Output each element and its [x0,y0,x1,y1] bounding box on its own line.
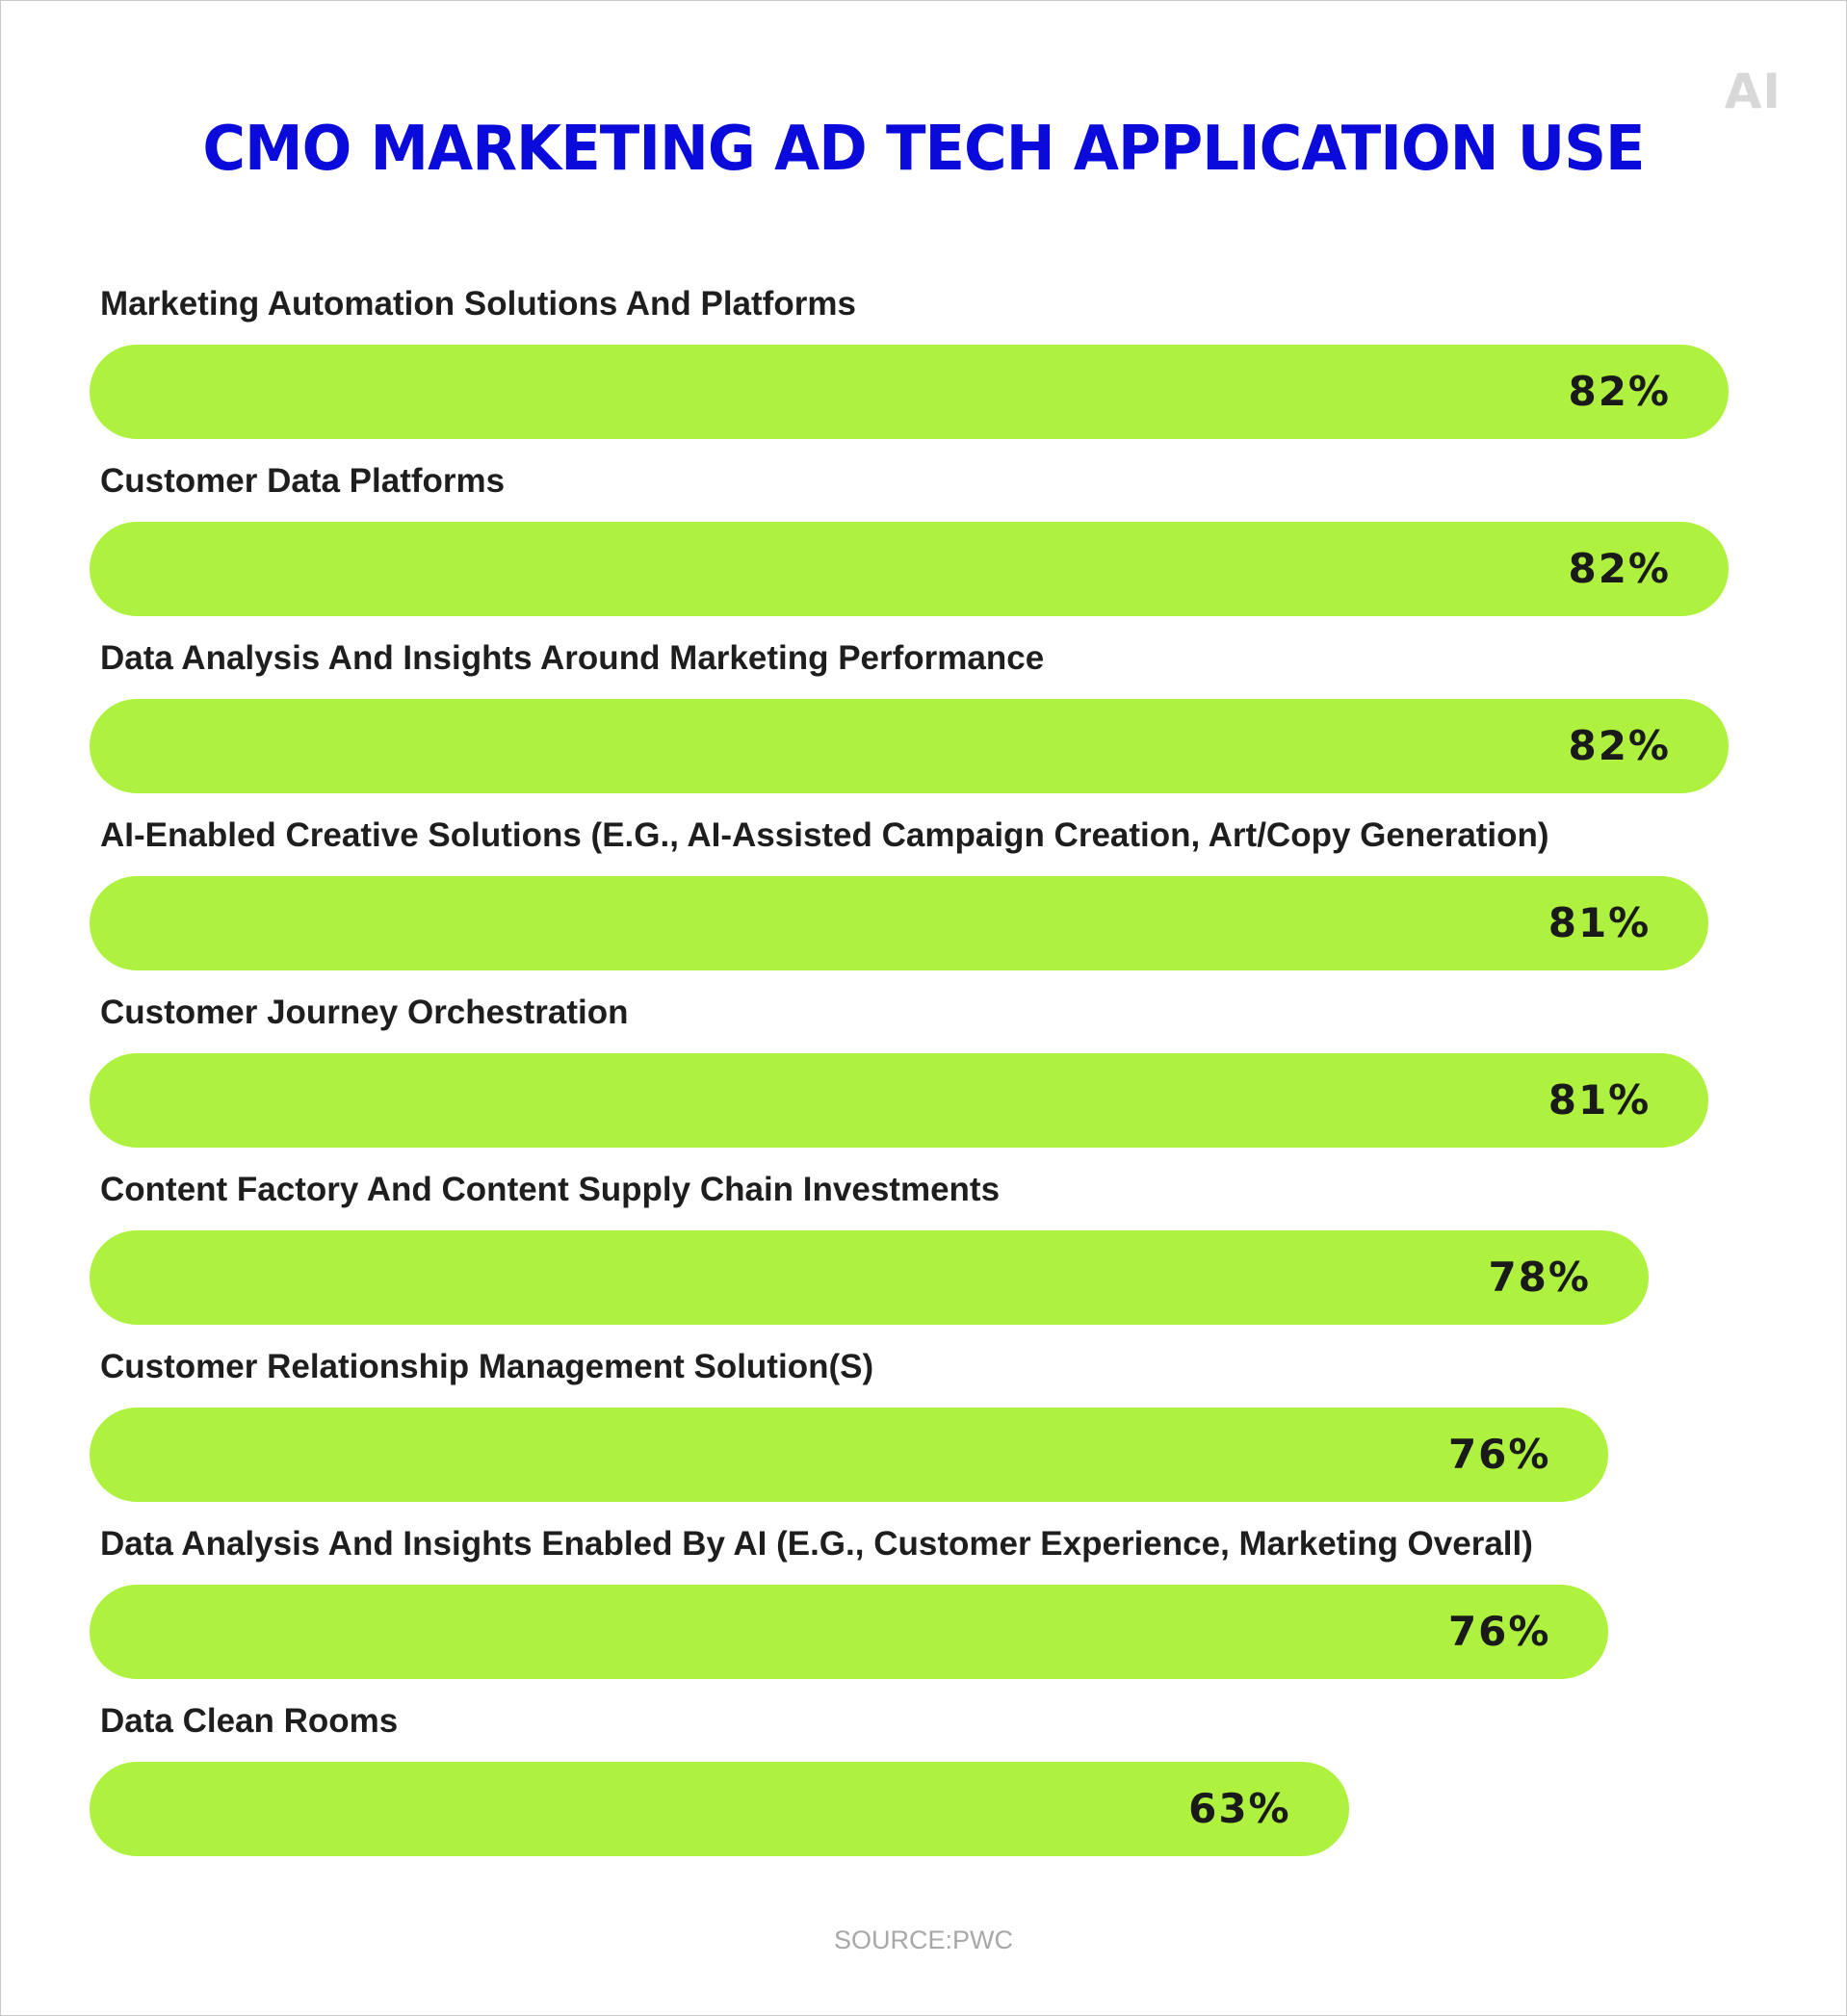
category-label: Customer Journey Orchestration [100,994,629,1031]
value-label: 78% [1488,1254,1591,1301]
chart-title: CMO MARKETING AD TECH APPLICATION USE [202,114,1645,185]
bar [90,1230,1649,1325]
value-label: 81% [1548,899,1652,946]
category-label: Data Analysis And Insights Enabled By AI… [100,1525,1533,1563]
category-label: Customer Data Platforms [100,462,506,500]
value-label: 82% [1568,368,1671,415]
category-label: Data Analysis And Insights Around Market… [100,639,1045,677]
category-label: Marketing Automation Solutions And Platf… [100,285,856,323]
bar [90,1408,1609,1502]
category-label: Data Clean Rooms [100,1702,399,1740]
value-label: 82% [1568,722,1671,769]
category-label: Content Factory And Content Supply Chain… [100,1171,1001,1208]
bar [90,1053,1709,1148]
bar [90,876,1709,970]
source-note: SOURCE:PWC [833,1926,1013,1954]
category-label: Customer Relationship Management Solutio… [100,1348,874,1385]
bar [90,699,1729,793]
bar [90,1585,1609,1679]
bar [90,1762,1349,1856]
value-label: 76% [1447,1608,1551,1655]
brand-logo: AI [1724,64,1782,119]
bar [90,522,1729,616]
bar [90,345,1729,439]
category-label: AI-Enabled Creative Solutions (E.G., AI-… [100,816,1549,854]
value-label: 76% [1447,1431,1551,1478]
value-label: 81% [1548,1076,1652,1124]
value-label: 63% [1188,1785,1291,1832]
value-label: 82% [1568,545,1671,592]
